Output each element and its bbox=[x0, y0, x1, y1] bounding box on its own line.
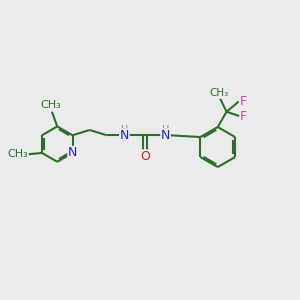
Text: N: N bbox=[120, 129, 129, 142]
Text: CH₃: CH₃ bbox=[8, 149, 28, 159]
Text: O: O bbox=[140, 150, 150, 163]
Text: N: N bbox=[68, 146, 77, 159]
Text: H: H bbox=[162, 125, 169, 135]
Text: CH₃: CH₃ bbox=[40, 100, 61, 110]
Text: CH₃: CH₃ bbox=[209, 88, 228, 98]
Text: F: F bbox=[240, 110, 247, 123]
Text: H: H bbox=[121, 125, 128, 135]
Text: N: N bbox=[161, 129, 170, 142]
Text: F: F bbox=[239, 95, 247, 108]
